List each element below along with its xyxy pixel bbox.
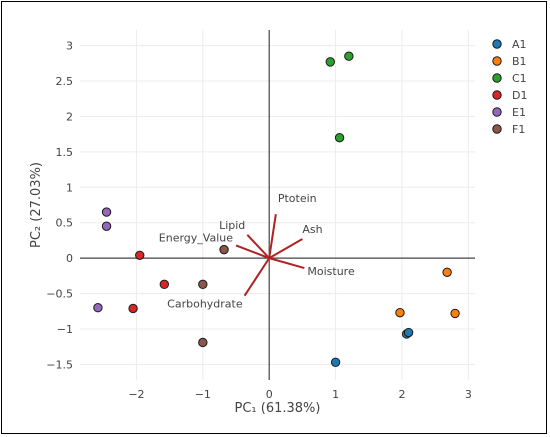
loading-label: Lipid [219,219,245,232]
data-point [101,221,112,231]
y-tick-label: 0 [66,252,73,265]
y-tick-label: −1 [57,323,73,336]
data-point [93,303,103,313]
y-tick-label: 1 [66,181,73,194]
data-point [325,57,335,67]
loading-label: Energy_Value [159,231,233,244]
data-point [395,307,405,318]
x-tick-label: 2 [398,388,405,401]
legend-label: A1 [512,38,527,51]
legend-label: D1 [512,89,527,102]
x-axis-title: PC₁ (61.38%) [235,401,321,416]
data-point [330,357,341,367]
legend-marker [492,56,502,66]
y-tick-label: 2.5 [56,75,74,88]
y-tick-label: 1.5 [56,146,74,159]
x-tick-label: 1 [332,388,339,401]
loading-vector [246,234,270,259]
data-point [128,303,138,314]
legend-marker [492,107,502,117]
axes [80,30,475,380]
data-point [403,327,414,338]
loading-vector [243,257,271,297]
legend-label: F1 [512,123,525,136]
legend: A1 B1 C1 D1 E1 F1 [492,38,527,136]
x-tick-label: −1 [195,388,211,401]
x-tick-label: 0 [266,388,273,401]
y-tick-label: 3 [66,40,73,53]
loading-vector [235,244,270,260]
data-point [344,51,354,61]
loading-vector [268,238,303,260]
data-point [135,250,145,261]
loading-label: Moisture [307,265,355,278]
data-point [450,308,460,319]
data-point [198,279,208,290]
legend-marker [492,124,502,134]
data-point [219,244,229,255]
tick-labels: −2 −1 0 1 2 3 −1.5 −1 −0.5 0 0.5 1 1.5 2 2.5 3 [46,40,472,401]
y-axis-title: PC₂ (27.03%) [29,162,44,248]
data-point [101,207,112,217]
data-points [93,51,460,367]
legend-marker [492,39,502,49]
data-point [198,337,208,348]
loading-label: Ptotein [278,192,317,205]
data-point [334,132,345,143]
loading-label: Carbohydrate [167,298,243,311]
data-point [159,279,170,290]
legend-label: E1 [512,106,526,119]
data-point [442,267,452,278]
loading-label: Ash [302,223,322,236]
legend-label: C1 [512,72,527,85]
legend-marker [492,90,502,100]
x-tick-label: −2 [128,388,144,401]
y-tick-label: 2 [66,110,73,123]
legend-label: B1 [512,55,527,68]
loading-vector [268,214,277,259]
y-tick-label: −1.5 [46,358,73,371]
x-tick-label: 3 [465,388,472,401]
legend-marker [492,73,502,83]
y-tick-label: 0.5 [56,217,74,230]
loading-vector [268,257,305,270]
y-tick-label: −0.5 [46,288,73,301]
